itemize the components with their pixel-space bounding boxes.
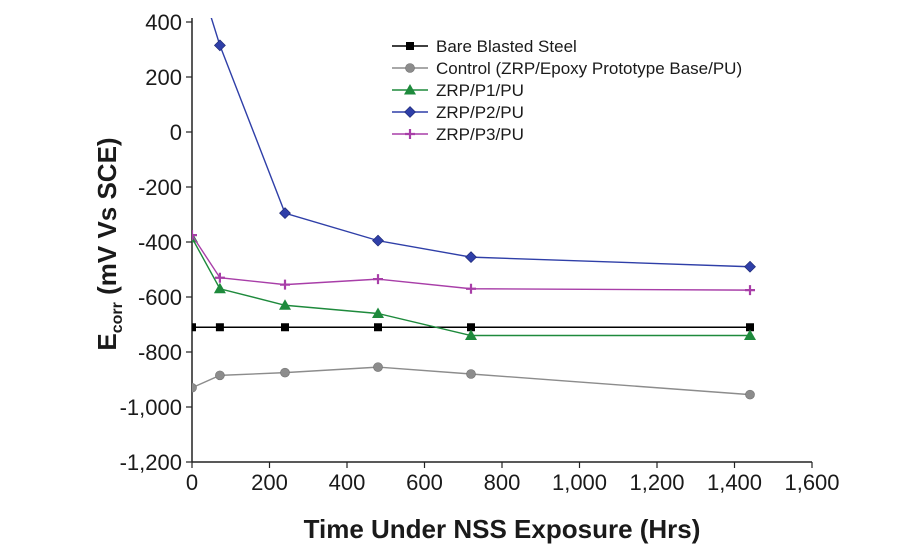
series-5 (192, 230, 755, 296)
y-tick-label: 200 (145, 65, 182, 90)
series-2 (192, 362, 755, 400)
x-tick-label: 600 (406, 470, 443, 495)
legend-entry: Bare Blasted Steel (392, 37, 577, 56)
x-tick-label: 1,400 (707, 470, 762, 495)
y-axis-title: Ecorr (mV Vs SCE) (92, 137, 126, 350)
y-tick-label: -800 (138, 340, 182, 365)
legend-label: ZRP/P3/PU (436, 125, 524, 144)
legend-marker (404, 84, 416, 95)
legend-entry: Control (ZRP/Epoxy Prototype Base/PU) (392, 59, 742, 78)
data-point (372, 307, 384, 318)
series-line (192, 366, 751, 396)
y-tick-label: -600 (138, 285, 182, 310)
data-point (280, 279, 290, 290)
x-tick-label: 1,000 (552, 470, 607, 495)
series-line (192, 234, 751, 291)
y-axis-title-main: E (92, 333, 122, 350)
legend-marker (404, 106, 416, 118)
data-point (213, 39, 226, 52)
series-line (210, 18, 751, 268)
x-tick-label: 1,600 (784, 470, 839, 495)
data-point (465, 329, 477, 340)
x-tick-label: 0 (186, 470, 198, 495)
series-4 (210, 18, 756, 273)
data-point (215, 370, 225, 381)
series-layer (192, 18, 756, 400)
data-point (466, 283, 476, 294)
x-tick-label: 200 (251, 470, 288, 495)
y-tick-label: -400 (138, 230, 182, 255)
data-point (213, 282, 226, 294)
y-tick-label: 400 (145, 10, 182, 35)
y-tick-label: 0 (170, 120, 182, 145)
data-point (465, 251, 477, 264)
legend-marker (405, 63, 415, 73)
legend-label: ZRP/P2/PU (436, 103, 524, 122)
tick-labels: 0 200 400 600 800 1,000 1,200 1,400 1,600 400 200 0… (120, 10, 840, 495)
data-point (372, 234, 384, 247)
legend-marker (405, 129, 415, 139)
y-tick-label: -1,200 (120, 450, 182, 475)
y-axis-title-rest: (mV Vs SCE) (92, 137, 122, 302)
series-1 (192, 323, 754, 332)
legend: Bare Blasted Steel Control (ZRP/Epoxy Pro… (392, 37, 742, 144)
data-point (745, 285, 755, 296)
legend-entry: ZRP/P1/PU (392, 81, 524, 100)
data-point (281, 323, 289, 332)
data-point (374, 323, 382, 332)
y-tick-label: -200 (138, 175, 182, 200)
x-tick-label: 800 (484, 470, 521, 495)
legend-label: Bare Blasted Steel (436, 37, 577, 56)
x-axis-title: Time Under NSS Exposure (Hrs) (304, 514, 701, 544)
data-point (192, 323, 196, 332)
series-3 (192, 231, 756, 340)
data-point (192, 382, 197, 393)
data-point (745, 389, 755, 400)
legend-entry: ZRP/P2/PU (392, 103, 524, 122)
data-point (215, 323, 224, 332)
legend-label: ZRP/P1/PU (436, 81, 524, 100)
legend-entry: ZRP/P3/PU (392, 125, 524, 144)
legend-marker (406, 42, 414, 50)
y-axis-title-subscript: corr (109, 302, 126, 333)
x-tick-label: 1,200 (629, 470, 684, 495)
data-point (214, 272, 225, 283)
data-point (373, 274, 383, 285)
data-point (279, 207, 291, 220)
x-tick-label: 400 (329, 470, 366, 495)
y-tick-label: -1,000 (120, 395, 182, 420)
data-point (279, 299, 291, 310)
data-point (744, 329, 756, 340)
data-point (744, 260, 756, 273)
data-point (373, 362, 383, 372)
series-line (192, 237, 750, 337)
data-point (467, 323, 475, 332)
data-point (280, 367, 290, 378)
data-point (466, 369, 476, 379)
data-point (746, 323, 754, 332)
legend-label: Control (ZRP/Epoxy Prototype Base/PU) (436, 59, 742, 78)
data-point (192, 230, 197, 241)
